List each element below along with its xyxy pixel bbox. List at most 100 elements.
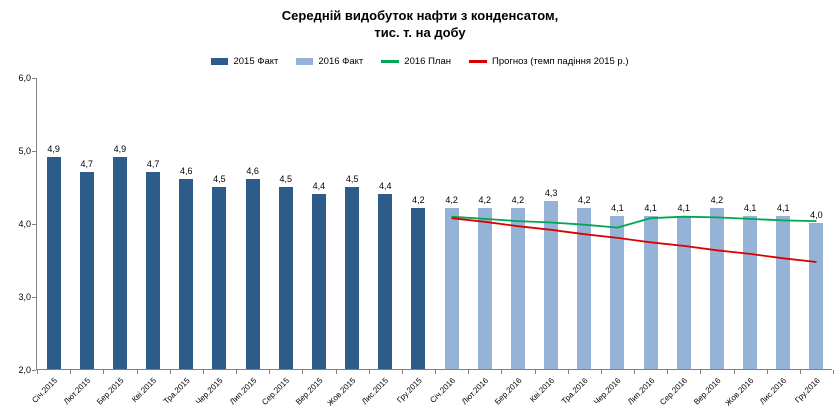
legend-label: 2016 Факт <box>318 56 364 67</box>
bar-value-label: 4,5 <box>279 173 292 184</box>
y-axis-tick <box>32 224 36 225</box>
x-axis-tick <box>202 370 204 374</box>
bar-value-label: 4,6 <box>246 166 259 177</box>
x-axis-tick <box>236 370 237 374</box>
bar <box>709 208 724 369</box>
legend-label: 2015 Факт <box>233 56 279 67</box>
x-axis-tick <box>567 370 569 374</box>
x-axis-tick <box>335 370 337 374</box>
bar <box>477 208 492 369</box>
x-axis-tick <box>70 370 72 374</box>
bar-value-label: 4,3 <box>544 188 558 199</box>
x-axis-tick <box>833 370 834 374</box>
x-tick-label: Лис.2015 <box>360 376 391 407</box>
bar <box>278 186 293 369</box>
x-tick-label: Сер.2016 <box>658 376 690 407</box>
bar-value-label: 4,4 <box>378 180 392 191</box>
x-axis-tick <box>733 370 735 374</box>
x-tick-label: Тра.2016 <box>559 376 590 406</box>
bar <box>577 208 592 369</box>
x-axis-tick <box>766 370 768 374</box>
y-axis-tick <box>32 297 36 298</box>
bar-value-label: 4,6 <box>179 166 193 177</box>
bar <box>46 157 61 369</box>
legend-marker-line <box>468 60 487 63</box>
x-tick-label: Гру.2015 <box>395 376 424 405</box>
x-axis-tick <box>169 370 171 374</box>
bar-value-label: 4,1 <box>776 202 790 213</box>
x-tick-label: Лип.2015 <box>227 376 258 407</box>
x-axis-tick <box>534 370 536 374</box>
bar <box>544 201 559 369</box>
x-tick-label: Кві.2016 <box>528 376 557 405</box>
x-axis-tick <box>700 370 702 374</box>
legend-item: Прогноз (темп падіння 2015 р.) <box>468 56 629 67</box>
y-axis-tick <box>32 78 36 79</box>
x-axis-tick <box>468 370 470 374</box>
bar-value-label: 4,2 <box>577 195 591 206</box>
bar <box>245 179 260 369</box>
bar-value-label: 4,2 <box>412 195 425 206</box>
bar-value-label: 4,2 <box>511 195 525 206</box>
x-axis-tick <box>269 370 271 374</box>
bar <box>510 208 525 369</box>
bar <box>112 157 127 369</box>
x-axis-tick <box>667 370 669 374</box>
legend-marker-bar <box>296 58 314 65</box>
bar-value-label: 4,9 <box>47 144 60 155</box>
x-tick-label: Жов.2015 <box>325 376 358 408</box>
y-tick-label: 2,0 <box>18 365 31 375</box>
x-tick-label: Бер.2016 <box>492 376 524 407</box>
chart-title: Середній видобуток нафти з конденсатом, … <box>0 8 840 42</box>
x-tick-label: Лют.2016 <box>459 376 491 407</box>
bar-value-label: 4,2 <box>710 195 724 206</box>
x-tick-label: Чер.2016 <box>592 376 623 407</box>
legend-marker-bar <box>211 58 229 65</box>
x-axis-tick <box>435 370 436 374</box>
chart-legend: 2015 Факт 2016 Факт 2016 План Прогноз (темп… <box>0 56 840 67</box>
legend-item: 2016 Факт <box>296 56 363 67</box>
line-overlay <box>451 215 817 263</box>
bar <box>146 171 161 369</box>
bar-value-label: 4,5 <box>345 173 359 184</box>
legend-marker-line <box>381 60 400 63</box>
x-tick-label: Бер.2015 <box>94 376 126 407</box>
x-tick-label: Лип.2016 <box>625 376 656 407</box>
x-tick-label: Лис.2016 <box>758 376 789 407</box>
x-tick-label: Кві.2015 <box>130 376 159 405</box>
chart-title-line1: Середній видобуток нафти з конденсатом, <box>281 8 559 23</box>
x-tick-label: Січ.2015 <box>30 376 59 405</box>
x-axis-tick <box>634 370 635 374</box>
x-axis-tick <box>799 370 801 374</box>
bar <box>212 186 227 369</box>
bar <box>444 208 459 369</box>
x-axis-tick <box>501 370 503 374</box>
x-tick-label: Тра.2015 <box>161 376 192 406</box>
bar <box>809 223 824 369</box>
y-tick-label: 6,0 <box>18 73 31 83</box>
bar-value-label: 4,9 <box>113 144 127 155</box>
x-tick-label: Січ.2016 <box>428 376 457 405</box>
x-tick-label: Вер.2016 <box>691 376 723 407</box>
x-tick-label: Вер.2015 <box>293 376 325 407</box>
bar-value-label: 4,1 <box>743 202 757 213</box>
x-tick-label: Жов.2016 <box>723 376 756 408</box>
y-axis-tick <box>32 370 36 371</box>
y-tick-label: 5,0 <box>18 146 31 156</box>
y-tick-label: 3,0 <box>18 292 31 302</box>
x-tick-label: Гру.2016 <box>793 376 822 405</box>
bar <box>776 215 791 369</box>
bar-value-label: 4,2 <box>478 195 491 206</box>
x-axis-tick <box>37 370 38 374</box>
legend-label: 2016 План <box>404 56 451 67</box>
plot-area: 6,0 5,0 4,0 3,0 2,0 Січ.2015 Лют.2015 Бер.2015 К… <box>18 73 834 408</box>
bar-value-label: 4,7 <box>146 158 160 169</box>
bar-value-label: 4,2 <box>445 195 458 206</box>
legend-item: 2015 Факт <box>211 56 278 67</box>
bar-value-label: 4,4 <box>312 180 326 191</box>
bar <box>676 215 691 369</box>
x-axis-tick <box>401 370 403 374</box>
bar-value-label: 4,1 <box>677 202 690 213</box>
x-tick-label: Лют.2015 <box>61 376 93 407</box>
y-tick-label: 4,0 <box>18 219 31 229</box>
